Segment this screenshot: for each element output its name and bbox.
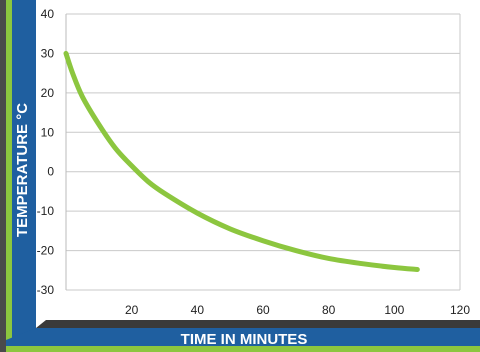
y-tick-label: -20: [37, 244, 55, 258]
y-tick-label: 10: [41, 125, 55, 139]
temperature-series-line: [66, 53, 417, 269]
y-tick-label: 20: [41, 86, 55, 100]
y-tick-label: -10: [37, 204, 55, 218]
x-tick-labels: 20 40 60 80 100 120: [125, 303, 470, 317]
y-tick-label: 0: [47, 165, 54, 179]
y-tick-label: -30: [37, 283, 55, 297]
y-band-green-accent: [6, 0, 12, 352]
y-tick-labels: 40 30 20 10 0 -10 -20 -30: [37, 7, 55, 297]
x-tick-label: 20: [125, 303, 139, 317]
left-frame-strip: [0, 0, 6, 352]
grid-lines: [66, 14, 460, 290]
y-axis-title: TEMPERATURE °C: [14, 103, 31, 237]
x-tick-label: 80: [322, 303, 336, 317]
x-tick-label: 120: [450, 303, 470, 317]
x-tick-label: 40: [191, 303, 205, 317]
x-tick-label: 100: [384, 303, 404, 317]
y-tick-label: 30: [41, 46, 55, 60]
x-band-top-edge: [36, 320, 480, 328]
x-axis-title: TIME IN MINUTES: [181, 331, 308, 348]
y-tick-label: 40: [41, 7, 55, 21]
x-tick-label: 60: [256, 303, 270, 317]
